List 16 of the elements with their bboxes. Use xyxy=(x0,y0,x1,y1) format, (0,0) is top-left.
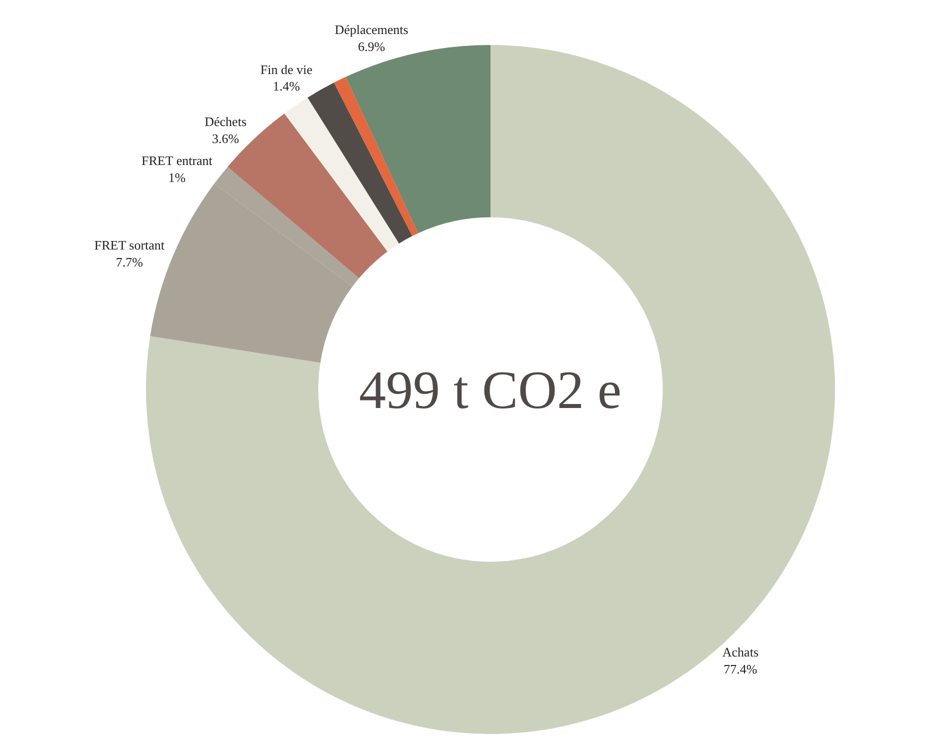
slice-label: Achats xyxy=(722,644,759,660)
text: 499 t CO2 e xyxy=(359,360,622,420)
slice-label: Fin de vie xyxy=(260,62,313,77)
data-label: 77.4% xyxy=(724,661,758,676)
data-label: 1.4% xyxy=(272,78,300,94)
data-label: 3.6% xyxy=(212,131,240,146)
slice-label: FRET entrant xyxy=(142,153,213,168)
data-label: 7.7% xyxy=(116,254,144,270)
slice-label: Déplacements xyxy=(334,22,408,37)
data-label: 6.9% xyxy=(358,38,386,54)
donut-slice xyxy=(284,98,400,252)
donut-slice xyxy=(334,76,418,236)
donut-slice xyxy=(308,82,412,244)
data-label: 1% xyxy=(168,170,186,185)
slice-label: Déchets xyxy=(204,114,247,130)
slice-label: FRET sortant xyxy=(94,238,165,253)
